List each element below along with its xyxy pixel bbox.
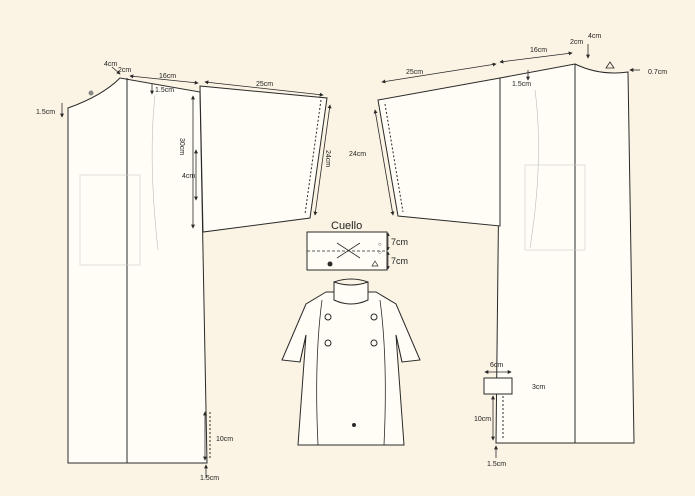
right-pocket-guide bbox=[524, 164, 586, 251]
coat-sleeve-right bbox=[395, 334, 403, 363]
right-sleeve-piece bbox=[377, 77, 501, 227]
right-dimensions bbox=[373, 44, 640, 458]
label-1-5cm-hem-right: 1.5cm bbox=[487, 461, 506, 468]
dim-25cm-right bbox=[381, 62, 497, 84]
label-30cm-left: 30cm bbox=[178, 138, 185, 155]
left-sleeve-piece bbox=[199, 85, 328, 233]
dim-16cm-right bbox=[499, 51, 573, 64]
collar-triangle bbox=[371, 260, 379, 267]
dim-24cm-right bbox=[373, 109, 395, 216]
label-1-5cm-hem-left: 1.5cm bbox=[200, 475, 219, 482]
label-collar-upper-7cm: 7cm bbox=[391, 237, 408, 247]
dim-24cm-left bbox=[313, 104, 332, 216]
dim-25cm-left bbox=[204, 80, 324, 97]
left-armhole-guide bbox=[151, 94, 159, 251]
label-4cm-top-left: 4cm bbox=[104, 61, 117, 68]
collar-cross-2 bbox=[336, 242, 361, 259]
label-16cm-left: 16cm bbox=[159, 73, 176, 80]
coat-dot bbox=[352, 423, 356, 427]
label-10cm-right: 10cm bbox=[474, 416, 491, 423]
coat-collar bbox=[333, 281, 369, 305]
collar-mark-a: ○ bbox=[378, 242, 382, 248]
label-10cm-left: 10cm bbox=[216, 436, 233, 443]
right-body-piece bbox=[495, 63, 635, 444]
right-labels: 2cm 4cm 16cm 25cm 1.5cm 0.7cm 24cm 6cm 3… bbox=[349, 33, 667, 468]
left-body-piece bbox=[67, 77, 208, 464]
label-25cm-right: 25cm bbox=[406, 69, 423, 76]
label-collar-lower-7cm: 7cm bbox=[391, 256, 408, 266]
coat-sleeve-left bbox=[299, 334, 307, 363]
label-1-5cm-side-left: 1.5cm bbox=[155, 87, 174, 94]
label-4cm-mid-left: 4cm bbox=[182, 173, 195, 180]
label-24cm-left: 24cm bbox=[324, 150, 331, 167]
label-24cm-right: 24cm bbox=[349, 151, 366, 158]
coat-illustration bbox=[281, 278, 421, 446]
collar-mark-b: ○ bbox=[378, 250, 382, 256]
collar-title: Cuello bbox=[331, 220, 362, 232]
label-2cm-top-left: 2cm bbox=[118, 67, 131, 74]
coat-body bbox=[281, 291, 421, 446]
coat-seam-right bbox=[379, 299, 386, 446]
collar-piece: ○ ○ bbox=[306, 231, 388, 271]
collar-dot bbox=[327, 261, 333, 267]
right-notch-triangle bbox=[605, 61, 615, 69]
left-pattern bbox=[67, 77, 328, 464]
coat-collar-top bbox=[333, 278, 369, 283]
left-dimensions bbox=[60, 66, 332, 478]
label-2cm-top-right: 2cm bbox=[570, 39, 583, 46]
dim-16cm-left bbox=[129, 74, 199, 85]
label-4cm-top-right: 4cm bbox=[588, 33, 601, 40]
right-pocket-tab bbox=[483, 377, 513, 395]
coat-button-2 bbox=[370, 313, 378, 321]
left-pocket-guide bbox=[79, 174, 141, 266]
label-0-7cm-right: 0.7cm bbox=[648, 69, 667, 76]
label-6cm-right: 6cm bbox=[490, 362, 503, 369]
coat-seam-left bbox=[316, 299, 323, 446]
right-pattern bbox=[377, 63, 635, 444]
coat-button-1 bbox=[324, 313, 332, 321]
label-3cm-right: 3cm bbox=[532, 384, 545, 391]
coat-button-3 bbox=[324, 339, 332, 347]
right-armhole-guide bbox=[529, 89, 539, 249]
dim-4cm-top-left bbox=[111, 66, 121, 75]
left-labels: 4cm 2cm 1.5cm 16cm 1.5cm 25cm 30cm 4cm 2… bbox=[36, 61, 331, 482]
coat-button-4 bbox=[370, 339, 378, 347]
label-1-5cm-right: 1.5cm bbox=[512, 81, 531, 88]
label-16cm-right: 16cm bbox=[530, 47, 547, 54]
label-25cm-left: 25cm bbox=[256, 81, 273, 88]
label-1-5cm-left: 1.5cm bbox=[36, 109, 55, 116]
left-sleeve-seam bbox=[304, 99, 322, 215]
left-neck-dot bbox=[88, 90, 94, 96]
